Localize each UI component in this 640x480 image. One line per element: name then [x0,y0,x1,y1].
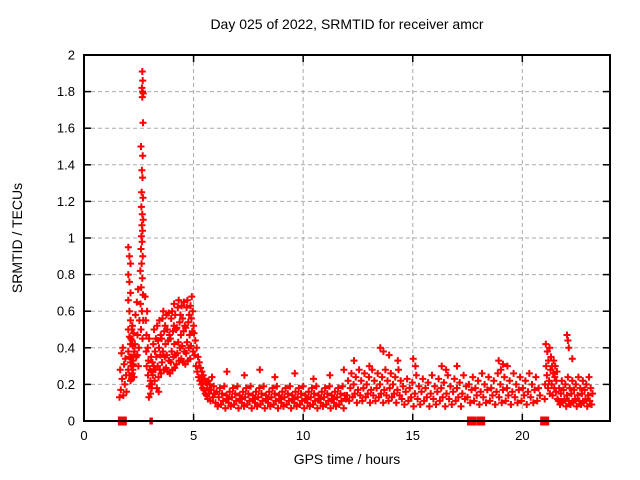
tick-label-layer: 0 5 10 15 20 0 0.2 0.4 0.6 0.8 1 1.2 1.4 1.6 1.8 2 [57,48,530,444]
y-tick-label: 1.2 [57,194,75,209]
y-tick-label: 2 [68,48,75,63]
axes-frame-layer [83,54,611,422]
y-tick-label: 1 [68,231,75,246]
y-tick-label: 1.8 [57,84,75,99]
data-points-layer [116,68,596,426]
x-tick-label: 15 [406,428,420,443]
chart-title: Day 025 of 2022, SRMTID for receiver amc… [210,16,484,32]
y-tick-label: 1.6 [57,121,75,136]
y-tick-label: 0.6 [57,304,75,319]
scatter-plus-markers [116,68,596,425]
grid-layer [84,55,610,421]
x-tick-label: 10 [296,428,310,443]
y-tick-label: 0.2 [57,377,75,392]
x-tick-label: 20 [515,428,529,443]
y-tick-label: 0 [68,414,75,429]
y-tick-label: 0.8 [57,267,75,282]
y-tick-label: 1.4 [57,157,75,172]
x-tick-label: 5 [190,428,197,443]
y-tick-label: 0.4 [57,340,75,355]
y-axis-label: SRMTID / TECUs [9,182,25,294]
x-axis-label: GPS time / hours [293,451,401,467]
x-tick-label: 0 [80,428,87,443]
